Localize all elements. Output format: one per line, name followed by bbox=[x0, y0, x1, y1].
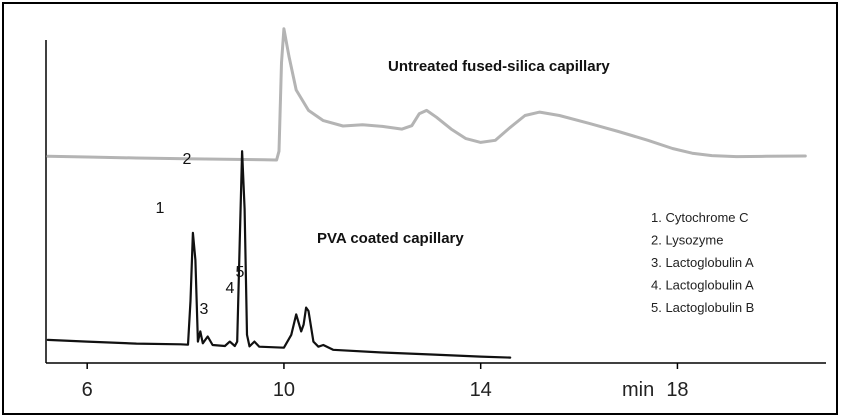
legend-item: 1. Cytochrome C bbox=[651, 210, 749, 225]
x-axis-unit-label: min bbox=[622, 379, 654, 401]
chart-frame bbox=[2, 2, 838, 415]
peak-label-4: 4 bbox=[226, 280, 235, 297]
x-tick-label: 18 bbox=[666, 379, 688, 401]
untreated-trace-label: Untreated fused-silica capillary bbox=[388, 58, 610, 75]
pva-trace-label: PVA coated capillary bbox=[317, 230, 464, 247]
peak-label-1: 1 bbox=[156, 200, 165, 217]
legend-item: 3. Lactoglobulin A bbox=[651, 255, 754, 270]
peak-labels: 1 2 345 bbox=[156, 151, 245, 318]
peak-label-5: 5 bbox=[236, 264, 245, 281]
axes bbox=[45, 40, 826, 364]
x-tick-label: 6 bbox=[82, 379, 93, 401]
untreated-series-line bbox=[46, 27, 807, 162]
series-layer bbox=[46, 27, 807, 359]
pva-series-line bbox=[46, 150, 512, 359]
legend-item: 2. Lysozyme bbox=[651, 233, 724, 248]
x-ticks: 6 10 14 18 bbox=[82, 363, 689, 401]
legend-item: 5. Lactoglobulin B bbox=[651, 300, 754, 315]
legend: 1. Cytochrome C 2. Lysozyme 3. Lactoglobul… bbox=[651, 210, 754, 315]
peak-label-3: 3 bbox=[200, 301, 209, 318]
peak-label-2: 2 bbox=[183, 151, 192, 168]
x-tick-label: 10 bbox=[273, 379, 295, 401]
legend-item: 4. Lactoglobulin A bbox=[651, 278, 754, 293]
x-tick-label: 14 bbox=[470, 379, 492, 401]
